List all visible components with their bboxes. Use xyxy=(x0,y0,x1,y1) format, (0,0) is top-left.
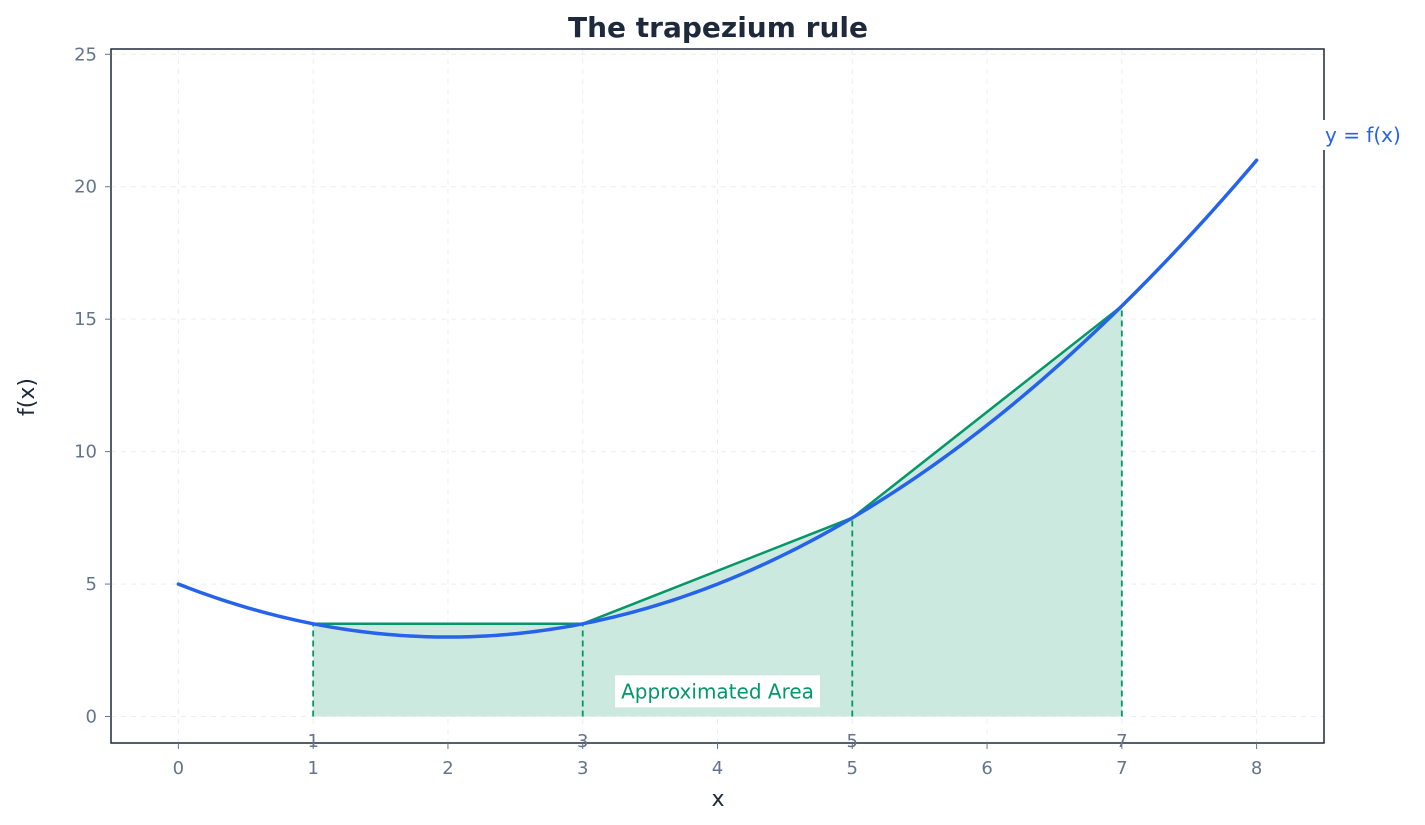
area-label-background xyxy=(615,675,820,708)
x-tick-label-4: 4 xyxy=(712,758,723,779)
curve-layer xyxy=(176,158,1259,639)
x-tick-label-6: 6 xyxy=(981,758,992,779)
node-labels: 1 3 5 7 xyxy=(307,731,1127,752)
x-tick-label-1: 1 xyxy=(307,758,318,779)
y-tick-label-5: 5 xyxy=(86,574,97,595)
approximated-area xyxy=(312,304,1123,717)
curve-label-background xyxy=(1321,120,1405,150)
x-tick-label-8: 8 xyxy=(1251,758,1262,779)
area-label: Approximated Area xyxy=(621,679,814,703)
x-tick-label-2: 2 xyxy=(442,758,453,779)
x-axis-ticks: 0 1 2 3 4 5 6 7 8 xyxy=(173,743,1262,779)
trapezium-fill xyxy=(313,305,1122,717)
node-label-3: 3 xyxy=(577,731,588,752)
x-tick-label-5: 5 xyxy=(847,758,858,779)
curve-label: y = f(x) xyxy=(1325,123,1401,147)
curve-line xyxy=(176,158,1259,639)
x-tick-label-3: 3 xyxy=(577,758,588,779)
y-tick-label-20: 20 xyxy=(74,177,97,198)
y-axis-label: f(x) xyxy=(15,378,40,416)
x-tick-label-0: 0 xyxy=(173,758,184,779)
y-axis-ticks: 0 5 10 15 20 25 xyxy=(74,44,111,728)
node-label-5: 5 xyxy=(847,731,858,752)
trapezium-chords xyxy=(313,304,1123,626)
y-tick-label-25: 25 xyxy=(74,44,97,65)
y-tick-label-0: 0 xyxy=(86,707,97,728)
node-label-7: 7 xyxy=(1116,731,1127,752)
y-tick-label-15: 15 xyxy=(74,309,97,330)
x-tick-label-7: 7 xyxy=(1116,758,1127,779)
chart-title: The trapezium rule xyxy=(568,11,868,44)
x-axis-label: x xyxy=(711,787,724,812)
y-tick-label-10: 10 xyxy=(74,442,97,463)
node-label-1: 1 xyxy=(307,731,318,752)
